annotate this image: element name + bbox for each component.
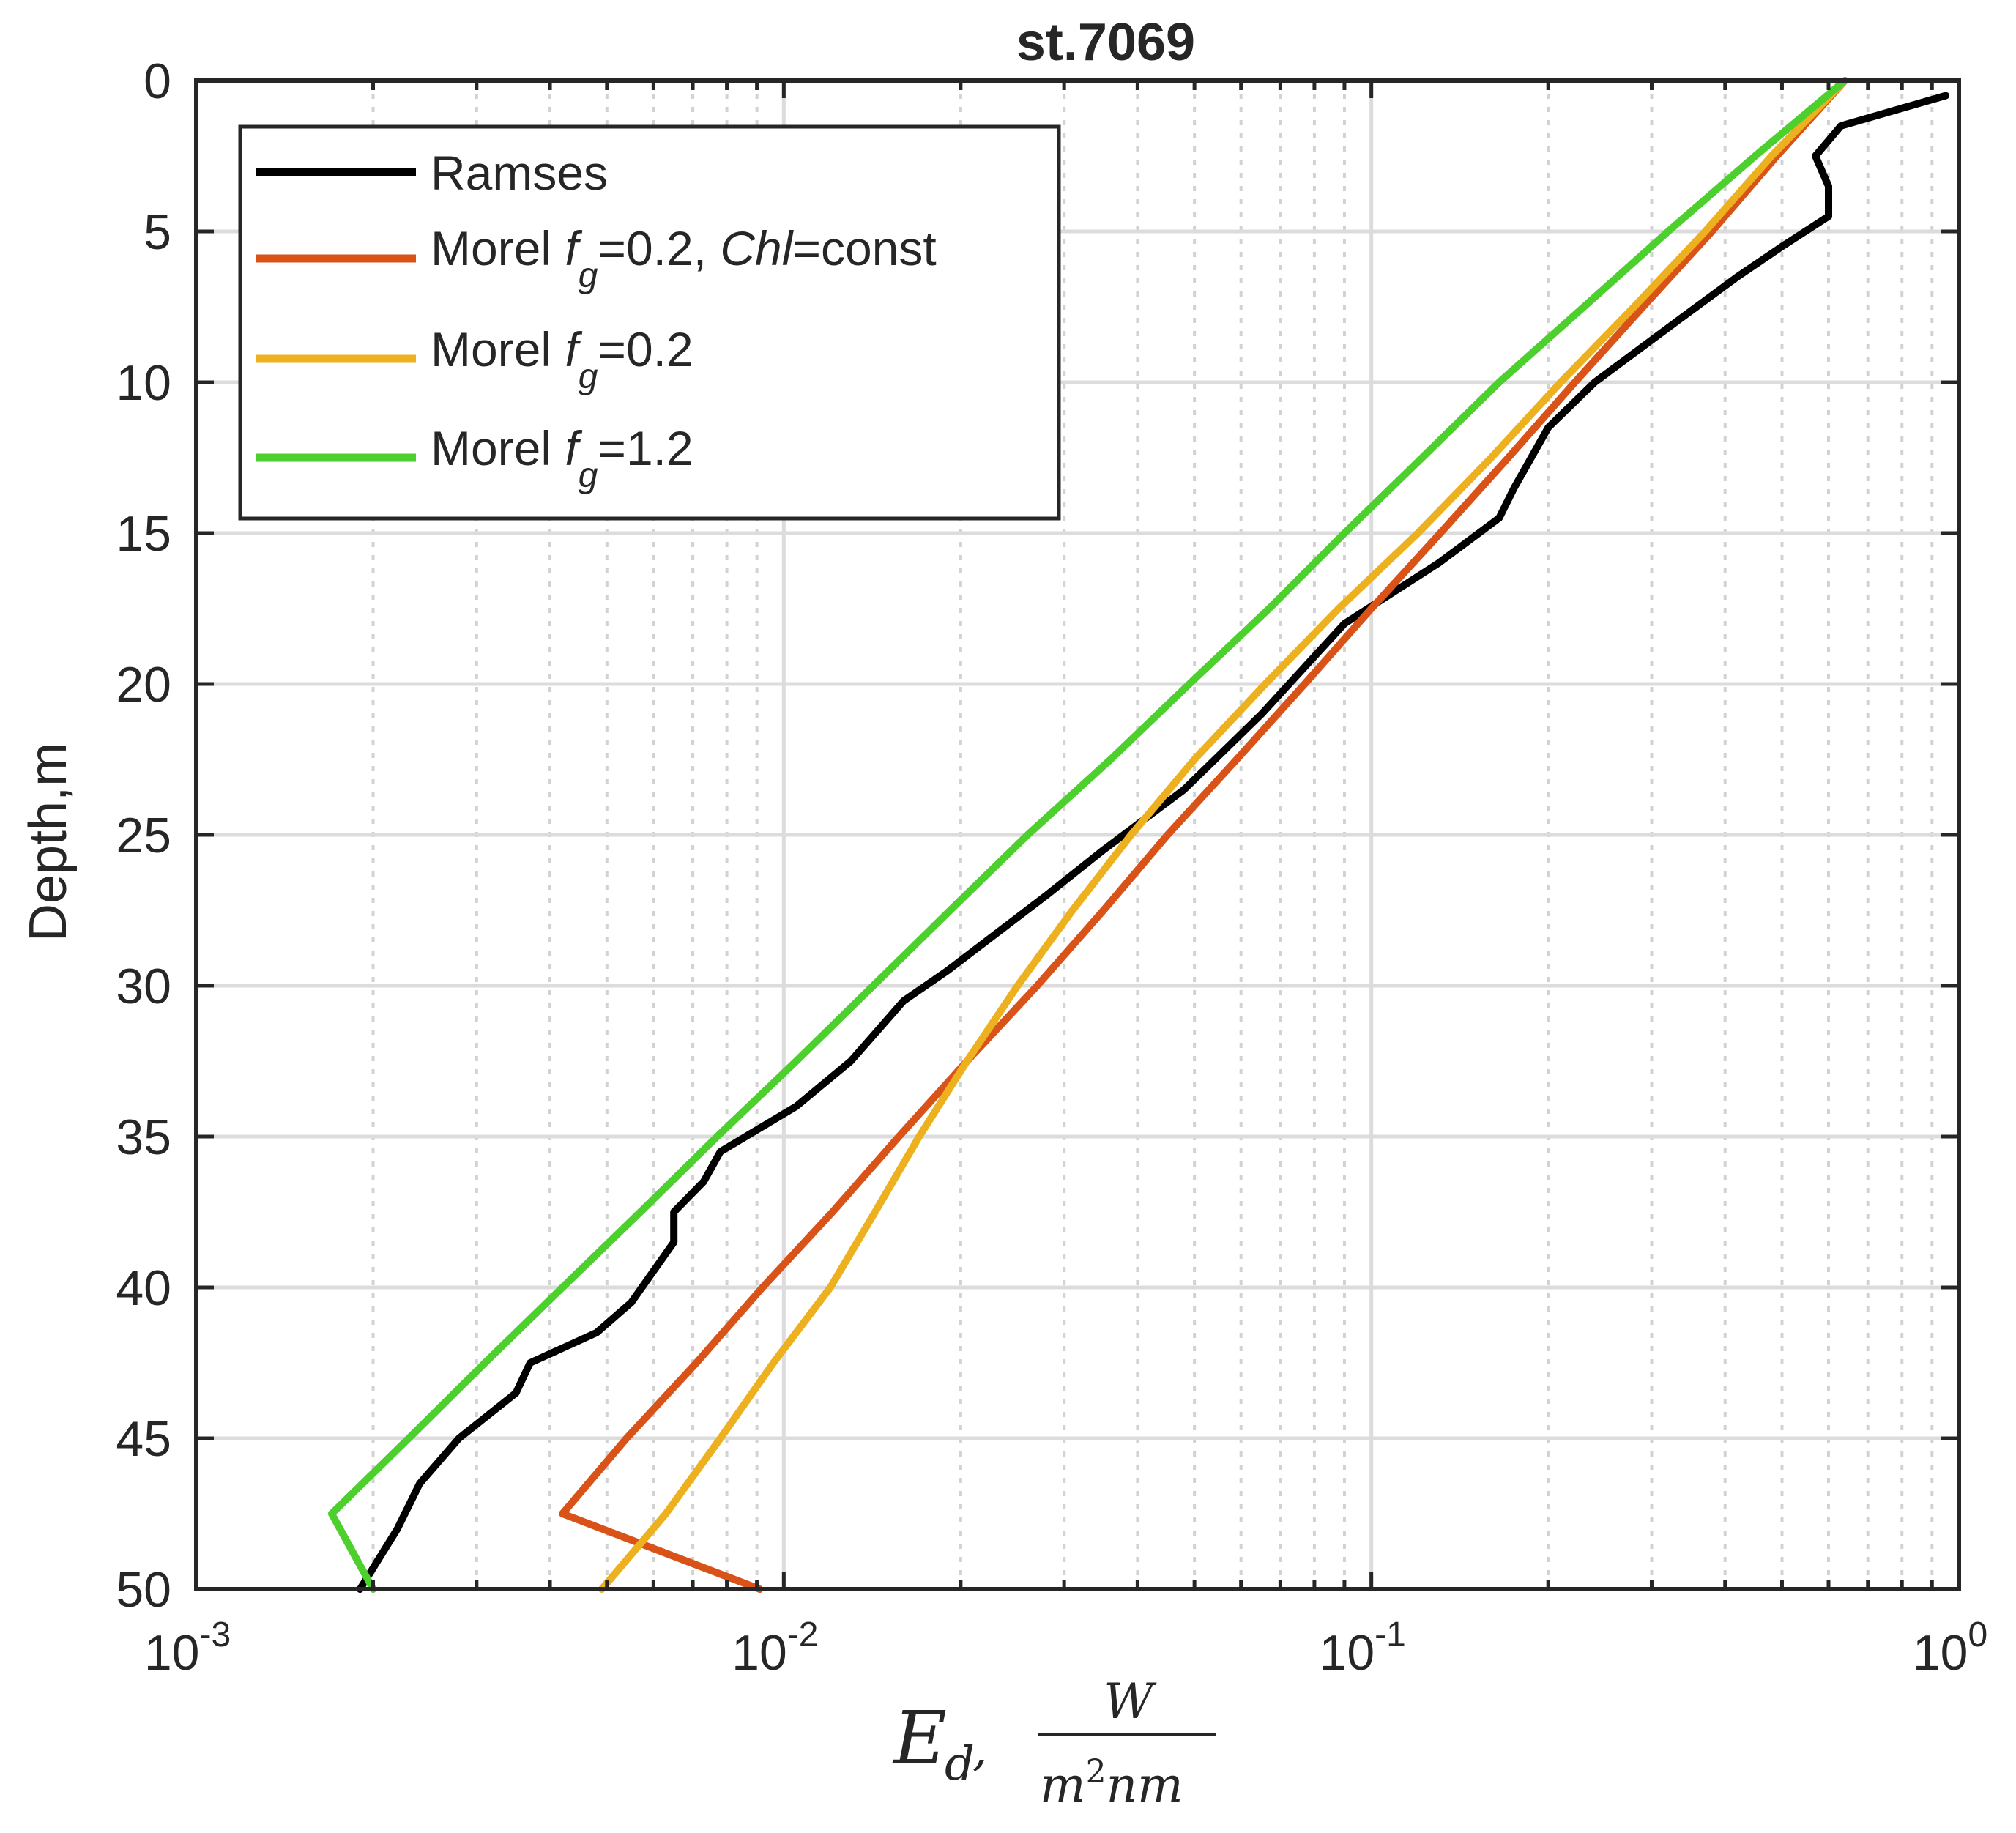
y-tick-label: 35 bbox=[116, 1109, 171, 1165]
x-label-den-rest: nm bbox=[1106, 1757, 1183, 1813]
x-tick-label: 10-3 bbox=[144, 1616, 231, 1681]
y-tick-label: 15 bbox=[116, 506, 171, 562]
x-label-den-power: 2 bbox=[1086, 1753, 1106, 1791]
y-tick-label: 45 bbox=[116, 1411, 171, 1467]
axes bbox=[194, 78, 1961, 1591]
x-tick-label: 10-2 bbox=[732, 1616, 818, 1681]
y-tick-label: 40 bbox=[116, 1260, 171, 1316]
legend-label-morel-02: Morel fg=0.2 bbox=[431, 322, 693, 396]
svg-text:m2nm: m2nm bbox=[1040, 1753, 1183, 1813]
x-label-den-m: m bbox=[1040, 1757, 1086, 1813]
chart-title: st.7069 bbox=[1016, 13, 1195, 72]
series-line-3 bbox=[327, 77, 1849, 1593]
legend-label-ramses: Ramses bbox=[431, 146, 608, 200]
y-tick-label: 25 bbox=[116, 808, 171, 863]
svg-text:,: , bbox=[972, 1722, 987, 1777]
y-tick-label: 30 bbox=[116, 959, 171, 1014]
x-tick-label: 100 bbox=[1913, 1616, 1987, 1681]
legend-label-morel-12: Morel fg=1.2 bbox=[431, 421, 693, 495]
y-tick-label: 20 bbox=[116, 657, 171, 713]
legend: Ramses Morel fg=0.2, Chl=const Morel fg=… bbox=[238, 124, 1061, 521]
svg-text:d: d bbox=[945, 1737, 975, 1791]
svg-text:E: E bbox=[892, 1695, 947, 1781]
y-tick-label: 50 bbox=[116, 1562, 171, 1618]
svg-text:W: W bbox=[1104, 1673, 1157, 1730]
y-axis-label: Depth,m bbox=[19, 743, 78, 942]
series-line-1 bbox=[559, 77, 1849, 1593]
series-line-0 bbox=[356, 92, 1950, 1593]
x-axis-label: E d , W m2nm bbox=[892, 1673, 1216, 1813]
y-tick-label: 0 bbox=[144, 53, 171, 109]
series-line-2 bbox=[598, 77, 1849, 1593]
x-tick-label: 10-1 bbox=[1320, 1616, 1406, 1681]
y-tick-label: 5 bbox=[144, 204, 171, 260]
series-lines bbox=[327, 77, 1950, 1593]
y-tick-label: 10 bbox=[116, 355, 171, 411]
